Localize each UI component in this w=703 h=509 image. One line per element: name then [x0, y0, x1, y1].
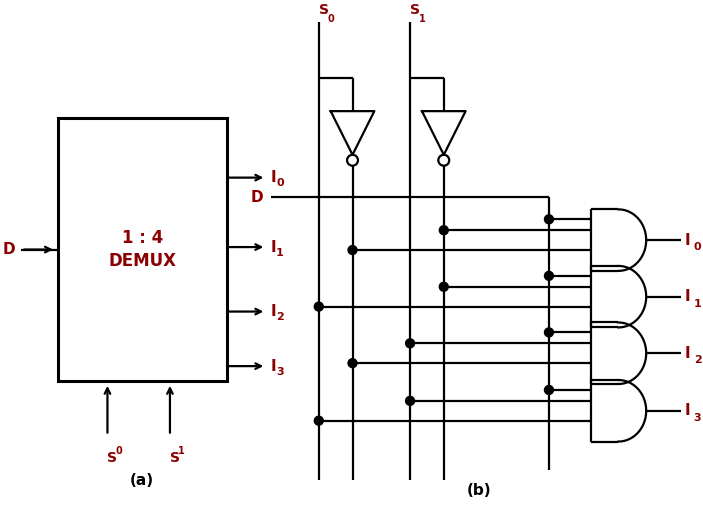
Circle shape [545, 215, 553, 224]
Text: 0: 0 [276, 178, 284, 188]
Text: I: I [685, 403, 690, 418]
Text: S: S [170, 451, 180, 465]
Circle shape [439, 155, 449, 166]
Circle shape [439, 282, 449, 291]
Circle shape [545, 328, 553, 337]
Text: S: S [318, 3, 329, 17]
Text: 0: 0 [328, 14, 335, 24]
Text: 3: 3 [276, 366, 284, 377]
Circle shape [348, 245, 357, 254]
Circle shape [439, 225, 449, 235]
Text: I: I [270, 170, 276, 185]
Text: S: S [108, 451, 117, 465]
Text: DEMUX: DEMUX [108, 252, 176, 270]
Circle shape [347, 155, 358, 166]
Circle shape [314, 416, 323, 425]
Text: (a): (a) [130, 473, 154, 488]
Circle shape [406, 339, 415, 348]
Bar [58, 118, 226, 381]
Text: 1: 1 [694, 299, 702, 308]
Text: D: D [3, 242, 15, 257]
Text: 1: 1 [419, 14, 426, 24]
Text: I: I [270, 304, 276, 319]
Text: 2: 2 [694, 355, 702, 365]
Text: 2: 2 [276, 312, 284, 322]
Text: 1: 1 [178, 445, 185, 456]
Text: 0: 0 [694, 242, 702, 252]
Text: S: S [410, 3, 420, 17]
Circle shape [545, 385, 553, 394]
Text: I: I [685, 289, 690, 304]
Text: I: I [685, 233, 690, 247]
Text: 1 : 4: 1 : 4 [122, 229, 163, 247]
Circle shape [406, 397, 415, 405]
Text: 1: 1 [276, 247, 284, 258]
Text: (b): (b) [467, 483, 492, 498]
Text: I: I [685, 346, 690, 361]
Circle shape [314, 302, 323, 311]
Circle shape [545, 271, 553, 280]
Circle shape [348, 359, 357, 367]
Text: I: I [270, 359, 276, 374]
Text: D: D [250, 190, 263, 205]
Text: 3: 3 [694, 413, 702, 422]
Text: 0: 0 [115, 445, 122, 456]
Text: I: I [270, 240, 276, 254]
